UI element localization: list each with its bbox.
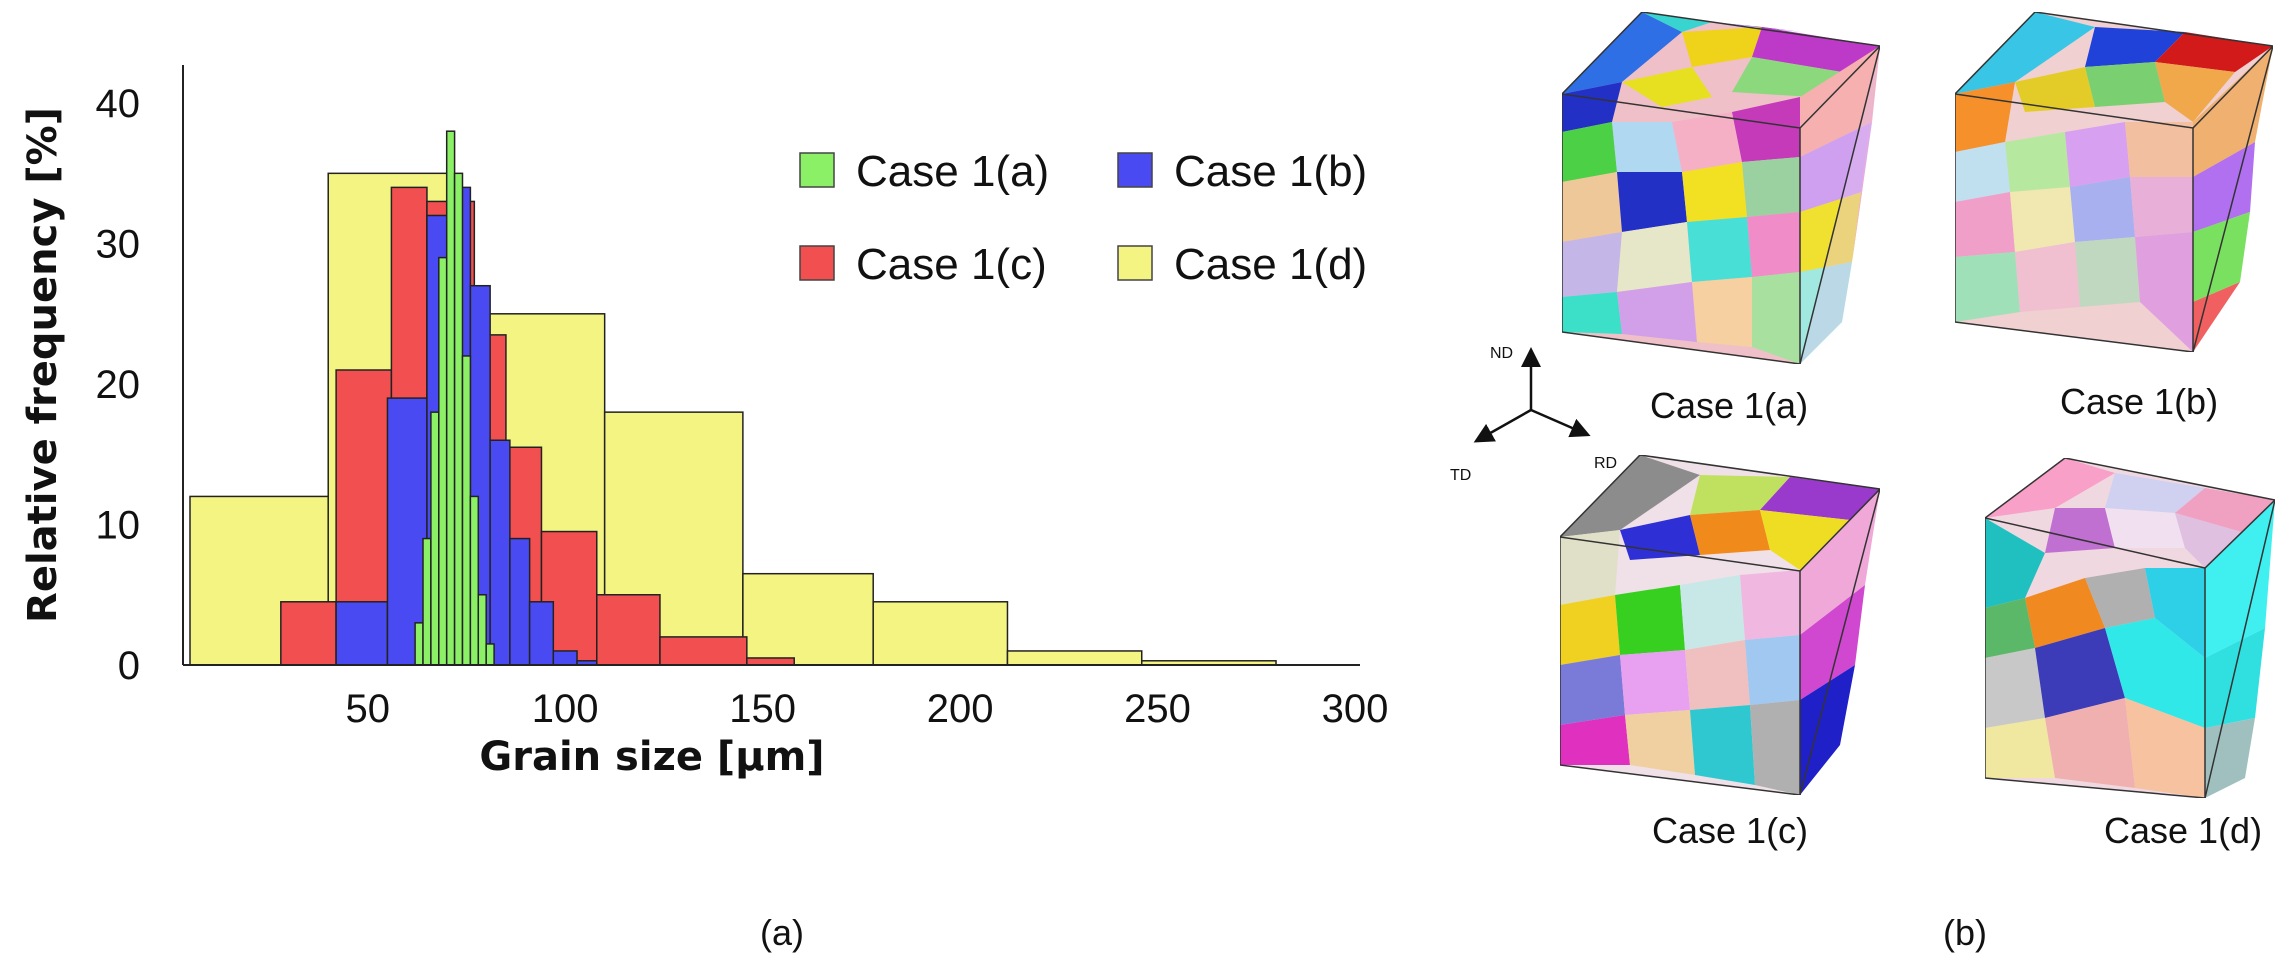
x-tick-label-5: 300 bbox=[1322, 687, 1389, 731]
bar-series-1-bin-8 bbox=[659, 636, 748, 666]
grain-cells bbox=[1560, 455, 1880, 795]
bar-series-2-bin-6 bbox=[509, 537, 531, 666]
x-tick-label-0: 50 bbox=[345, 687, 390, 731]
td-label: TD bbox=[1450, 467, 1471, 484]
bar-series-1-bin-0 bbox=[280, 601, 337, 666]
cube-case-1a-image bbox=[1562, 12, 1880, 364]
bar-series-3-bin-1 bbox=[422, 537, 432, 666]
bar-series-2-bin-0 bbox=[335, 601, 389, 666]
bar-series-2-bin-1 bbox=[386, 397, 428, 666]
y-axis-title: Relative frequency [%] bbox=[20, 107, 66, 623]
x-tick-label-2: 150 bbox=[729, 687, 796, 731]
legend-label-0: Case 1(d) bbox=[1174, 240, 1367, 289]
panel-a-label: (a) bbox=[760, 912, 804, 953]
bar-series-1-bin-9 bbox=[746, 657, 795, 666]
legend: Case 1(a) Case 1(b) Case 1(c) Case 1(d) bbox=[799, 147, 1367, 289]
panel-b-label: (b) bbox=[1943, 912, 1987, 953]
bar-series-3-bin-7 bbox=[469, 495, 480, 666]
bar-series-3-bin-0 bbox=[414, 622, 424, 666]
bar-series-3-bin-4 bbox=[445, 130, 456, 666]
bar-series-1-bin-7 bbox=[596, 594, 661, 666]
histogram-chart: 0 10 20 30 40 50 100 150 200 250 300 Grain size [… bbox=[20, 65, 1388, 780]
legend-swatch-1 bbox=[799, 245, 835, 281]
legend-label-3: Case 1(a) bbox=[856, 147, 1049, 196]
bar-series-2-bin-5 bbox=[489, 439, 511, 666]
nd-label: ND bbox=[1490, 345, 1513, 362]
legend-label-1: Case 1(c) bbox=[856, 240, 1047, 289]
bar-series-3-bin-8 bbox=[477, 594, 487, 666]
x-tick-label-4: 250 bbox=[1124, 687, 1191, 731]
bar-series-0-bin-4 bbox=[742, 572, 874, 666]
bar-series-3-bin-5 bbox=[453, 172, 464, 666]
cube-label-case-1b: Case 1(b) bbox=[2060, 381, 2219, 422]
y-tick-labels: 0 10 20 30 40 bbox=[96, 82, 141, 688]
grain-cells bbox=[1562, 12, 1880, 364]
y-tick-label-3: 30 bbox=[96, 223, 141, 267]
bar-series-3-bin-2 bbox=[430, 411, 440, 666]
grain-cells bbox=[1955, 12, 2273, 352]
y-tick-label-0: 0 bbox=[118, 644, 140, 688]
bar-series-0-bin-5 bbox=[872, 601, 1009, 666]
x-tick-label-3: 200 bbox=[927, 687, 994, 731]
bar-series-0-bin-6 bbox=[1006, 650, 1143, 666]
rd-label: RD bbox=[1594, 455, 1617, 472]
grain-cells bbox=[1985, 458, 2275, 798]
legend-label-2: Case 1(b) bbox=[1174, 147, 1367, 196]
y-tick-label-1: 10 bbox=[96, 504, 141, 548]
cube-case-1b-image bbox=[1955, 12, 2273, 352]
bar-series-3-bin-6 bbox=[461, 355, 472, 666]
legend-swatch-2 bbox=[1117, 152, 1153, 188]
cube-case-1c-image bbox=[1560, 455, 1880, 795]
bar-series-2-bin-8 bbox=[552, 650, 578, 666]
cube-label-case-1c: Case 1(c) bbox=[1652, 810, 1809, 851]
legend-swatch-3 bbox=[799, 152, 835, 188]
legend-swatch-0 bbox=[1117, 245, 1153, 281]
y-tick-label-4: 40 bbox=[96, 82, 141, 126]
histogram-bars bbox=[189, 130, 1277, 666]
x-tick-labels: 50 100 150 200 250 300 bbox=[345, 687, 1388, 731]
x-axis-title: Grain size [µm] bbox=[479, 734, 824, 780]
cube-case-1d-image bbox=[1985, 458, 2275, 798]
y-tick-label-2: 20 bbox=[96, 363, 141, 407]
x-tick-label-1: 100 bbox=[532, 687, 599, 731]
cube-label-case-1d: Case 1(d) bbox=[2104, 810, 2263, 851]
bar-series-3-bin-3 bbox=[438, 256, 448, 666]
bar-series-3-bin-9 bbox=[485, 643, 495, 666]
orientation-triad: ND RD TD bbox=[1450, 345, 1617, 484]
cube-label-case-1a: Case 1(a) bbox=[1650, 385, 1809, 426]
bar-series-2-bin-7 bbox=[528, 601, 555, 666]
